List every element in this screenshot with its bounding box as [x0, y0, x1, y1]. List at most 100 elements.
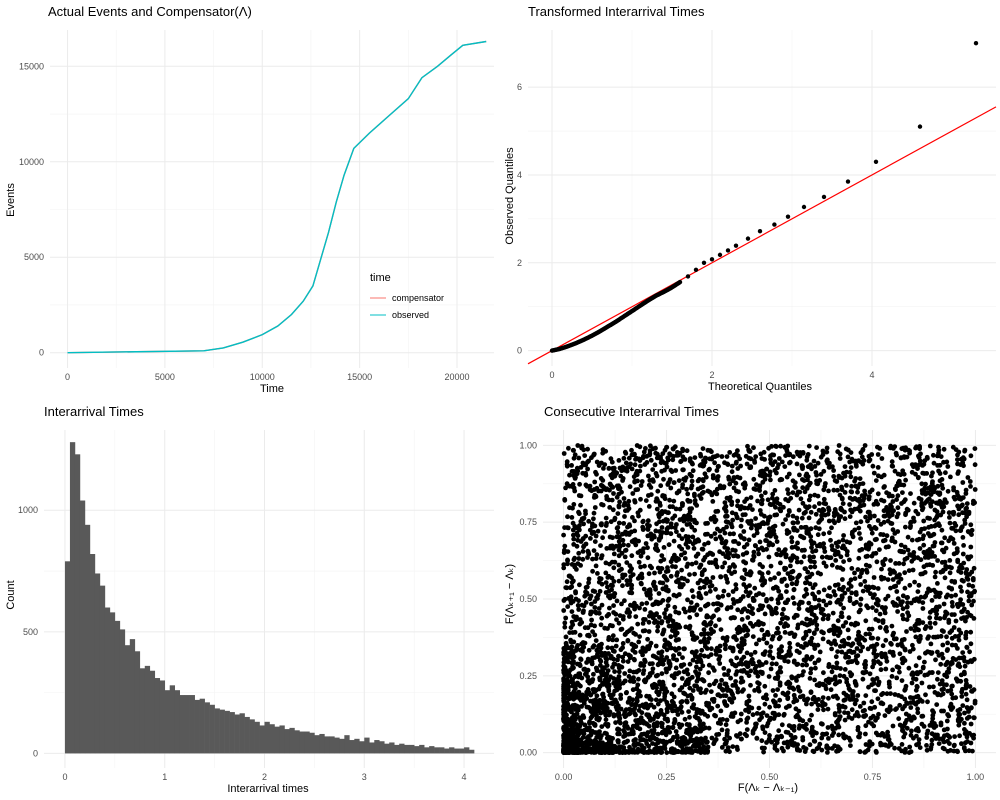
scatter-point — [656, 537, 662, 543]
scatter-point — [781, 606, 786, 612]
histogram-bar — [384, 743, 390, 754]
scatter-point — [782, 567, 788, 572]
scatter-point — [782, 548, 788, 553]
scatter-point — [872, 513, 877, 519]
scatter-point — [656, 591, 662, 596]
scatter-point — [746, 693, 752, 699]
scatter-point — [803, 658, 808, 664]
scatter-point — [664, 519, 670, 524]
scatter-point — [576, 455, 582, 461]
scatter-point — [694, 678, 700, 684]
histogram-bar — [294, 730, 300, 754]
scatter-point — [880, 532, 886, 538]
scatter-point — [585, 446, 590, 452]
scatter-point — [821, 531, 827, 537]
series-line-observed — [67, 40, 487, 354]
scatter-point — [621, 503, 627, 508]
scatter-point — [956, 722, 962, 728]
scatter-point — [935, 581, 940, 586]
scatter-point — [680, 736, 686, 742]
scatter-point — [962, 517, 968, 523]
scatter-point — [575, 533, 581, 539]
scatter-point — [586, 647, 592, 653]
scatter-point — [844, 539, 850, 545]
scatter-point — [940, 642, 946, 648]
scatter-point — [611, 565, 617, 571]
scatter-point — [672, 525, 678, 531]
scatter-point — [744, 720, 749, 725]
scatter-point — [685, 491, 691, 497]
scatter-point — [807, 581, 813, 587]
x-tick-label: 2 — [262, 772, 267, 782]
scatter-point — [825, 725, 831, 730]
scatter-point — [610, 535, 615, 541]
scatter-point — [604, 494, 609, 499]
scatter-point — [902, 570, 908, 576]
scatter-point — [609, 700, 614, 706]
scatter-point — [710, 475, 716, 481]
scatter-point — [727, 749, 732, 755]
scatter-point — [768, 666, 774, 672]
scatter-point — [570, 527, 576, 533]
y-tick-label: 10000 — [19, 157, 44, 167]
scatter-point — [573, 590, 578, 596]
scatter-point — [657, 615, 662, 620]
scatter-point — [858, 602, 863, 608]
scatter-point — [664, 700, 670, 705]
scatter-point — [860, 676, 866, 682]
scatter-point — [719, 454, 725, 459]
legend-label-compensator: compensator — [392, 293, 444, 303]
scatter-point — [681, 467, 686, 473]
scatter-point — [657, 510, 663, 516]
scatter-point — [808, 670, 813, 676]
scatter-point — [740, 607, 746, 613]
scatter-point — [637, 717, 642, 723]
scatter-point — [811, 738, 817, 744]
scatter-point — [718, 627, 724, 632]
scatter-point — [571, 532, 576, 538]
scatter-point — [963, 491, 969, 496]
scatter-point — [756, 591, 762, 596]
scatter-point — [810, 585, 816, 591]
scatter-point — [593, 556, 599, 561]
scatter-point — [959, 741, 964, 747]
scatter-point — [885, 729, 890, 735]
scatter-point — [938, 454, 944, 459]
scatter-point — [857, 548, 863, 553]
scatter-point — [900, 606, 906, 612]
scatter-point — [608, 519, 614, 525]
qq-point — [801, 204, 807, 210]
scatter-point — [942, 535, 948, 541]
scatter-point — [969, 659, 975, 665]
scatter-point — [716, 617, 722, 622]
scatter-point — [909, 537, 915, 543]
scatter-point — [791, 658, 797, 664]
scatter-point — [802, 566, 808, 571]
scatter-point — [620, 645, 625, 651]
scatter-point — [597, 657, 603, 663]
scatter-point — [776, 647, 782, 653]
scatter-point — [738, 717, 743, 723]
scatter-point — [571, 542, 577, 547]
x-axis-label: F(Λₖ − Λₖ₋₁) — [738, 782, 798, 794]
scatter-point — [960, 609, 965, 614]
scatter-point — [776, 571, 782, 576]
scatter-point — [782, 658, 788, 664]
histogram-bars — [64, 442, 475, 754]
scatter-point — [819, 516, 825, 522]
scatter-point — [959, 588, 964, 594]
scatter-point — [640, 550, 646, 555]
scatter-point — [888, 558, 893, 563]
scatter-point — [745, 505, 751, 511]
scatter-point — [857, 749, 863, 755]
scatter-point — [788, 652, 793, 657]
scatter-point — [971, 616, 977, 621]
scatter-point — [741, 544, 747, 550]
scatter-point — [829, 669, 835, 675]
scatter-point — [799, 534, 805, 540]
scatter-point — [572, 488, 578, 494]
scatter-point — [729, 690, 735, 696]
scatter-point — [713, 678, 719, 684]
scatter-point — [614, 617, 619, 622]
